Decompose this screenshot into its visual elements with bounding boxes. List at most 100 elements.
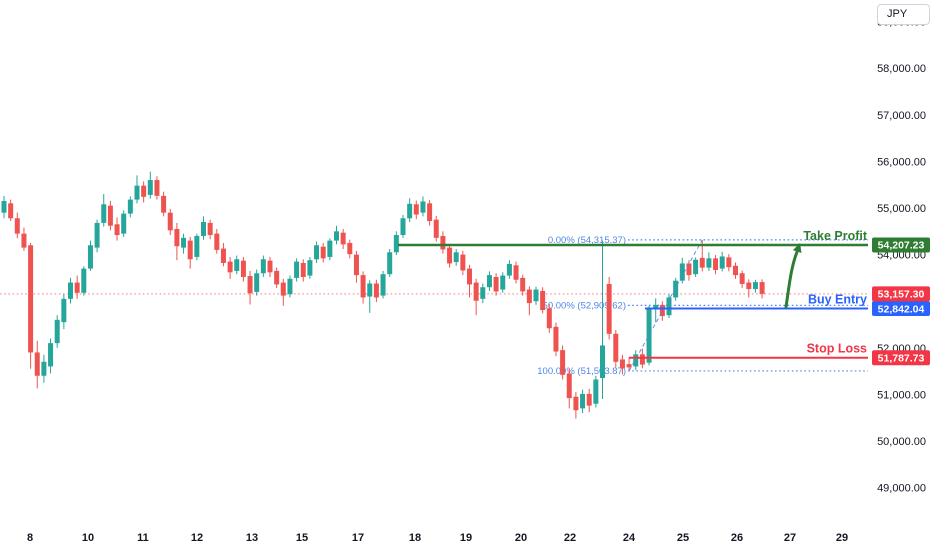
badge-bg (872, 237, 930, 253)
candle-body (234, 259, 240, 271)
candle-body (673, 280, 679, 298)
candle (340, 228, 346, 250)
stop-loss-label[interactable]: Stop Loss (807, 342, 867, 356)
candle-body (127, 199, 133, 214)
candle-body (573, 396, 579, 411)
badge-bg (872, 286, 930, 302)
candle-body (520, 277, 526, 292)
candle (387, 249, 393, 277)
candle (181, 233, 187, 254)
buy-entry-label[interactable]: Buy Entry (808, 293, 867, 307)
candle (14, 212, 20, 239)
arrow-shaft (784, 250, 799, 309)
candle (214, 228, 220, 254)
candle-body (280, 282, 286, 296)
candle-body (61, 298, 67, 323)
candle (506, 260, 512, 279)
candle (719, 251, 725, 272)
price-axis-label: 54,000.00 (877, 250, 926, 262)
candle-body (506, 263, 512, 276)
candle (659, 301, 665, 321)
candle-body (693, 259, 699, 275)
candle-body (14, 218, 20, 234)
candle-body (161, 195, 167, 213)
candle (87, 240, 93, 271)
candle-body (107, 205, 113, 226)
candle (207, 219, 213, 240)
date-axis-label: 13 (246, 532, 258, 544)
candle (300, 259, 306, 282)
candle (460, 250, 466, 276)
candle (260, 255, 266, 277)
candle (733, 262, 738, 279)
candle-body (586, 393, 592, 406)
candle-body (413, 204, 419, 215)
fib-level-label-0: 0.00% (54,315.37) (548, 235, 626, 246)
candle-body (94, 222, 100, 248)
candle (467, 264, 472, 298)
candle-body (526, 289, 532, 304)
candle (473, 278, 479, 316)
candle (713, 255, 719, 275)
candle (141, 181, 147, 203)
candle (81, 266, 87, 296)
candle-body (1, 201, 7, 213)
candle-body (546, 308, 552, 329)
candle-body (686, 263, 692, 276)
candle (440, 231, 446, 254)
price-axis-label: 58,000.00 (877, 63, 926, 75)
candle (480, 283, 486, 304)
candle (353, 250, 359, 283)
price-axis-label: 55,000.00 (877, 203, 926, 215)
candle (573, 392, 579, 419)
candle (593, 375, 599, 408)
candle (201, 216, 206, 240)
candle (134, 175, 140, 204)
candle-body (287, 278, 293, 295)
candle (360, 271, 366, 304)
candle (566, 368, 572, 409)
candle-body (227, 261, 233, 273)
candle (147, 171, 153, 199)
candle (400, 214, 406, 238)
candle-body (260, 259, 266, 274)
candle (34, 340, 40, 389)
candle-body (533, 289, 539, 302)
candle-body (154, 180, 160, 196)
candle (307, 256, 313, 279)
candle (553, 322, 559, 357)
candle (420, 196, 426, 217)
candle-body (68, 282, 73, 299)
currency-button[interactable]: JPY (877, 4, 930, 25)
date-axis-label: 18 (409, 532, 421, 544)
candle-body (174, 228, 180, 247)
candle-body (679, 263, 685, 281)
candle (74, 275, 80, 299)
candle-body (420, 201, 426, 213)
candle-body (619, 359, 625, 369)
take-profit-label[interactable]: Take Profit (803, 229, 868, 243)
candle-body (8, 203, 14, 219)
candle (28, 242, 34, 369)
time-axis[interactable]: 8 10 11 12 13 15 17 18 19 20 22 24 25 26 27 29 (27, 532, 848, 544)
candle (274, 267, 280, 289)
candle (94, 219, 100, 253)
date-axis-label: 11 (137, 532, 149, 544)
candle (287, 275, 293, 298)
candle (187, 236, 193, 269)
candle (294, 258, 300, 282)
candle-body (194, 235, 200, 257)
price-axis[interactable]: 59,000.0058,000.0057,000.0056,000.0055,0… (877, 17, 926, 495)
candle (61, 294, 67, 330)
date-axis-label: 20 (515, 532, 527, 544)
candle (626, 357, 632, 372)
projection-arrow[interactable] (784, 243, 802, 309)
candle-body (21, 233, 27, 248)
candle-body (240, 260, 246, 277)
candle (500, 272, 506, 293)
candle (114, 217, 120, 241)
price-axis-label: 57,000.00 (877, 110, 926, 122)
candle-body (580, 393, 586, 409)
candle-body (553, 326, 559, 352)
